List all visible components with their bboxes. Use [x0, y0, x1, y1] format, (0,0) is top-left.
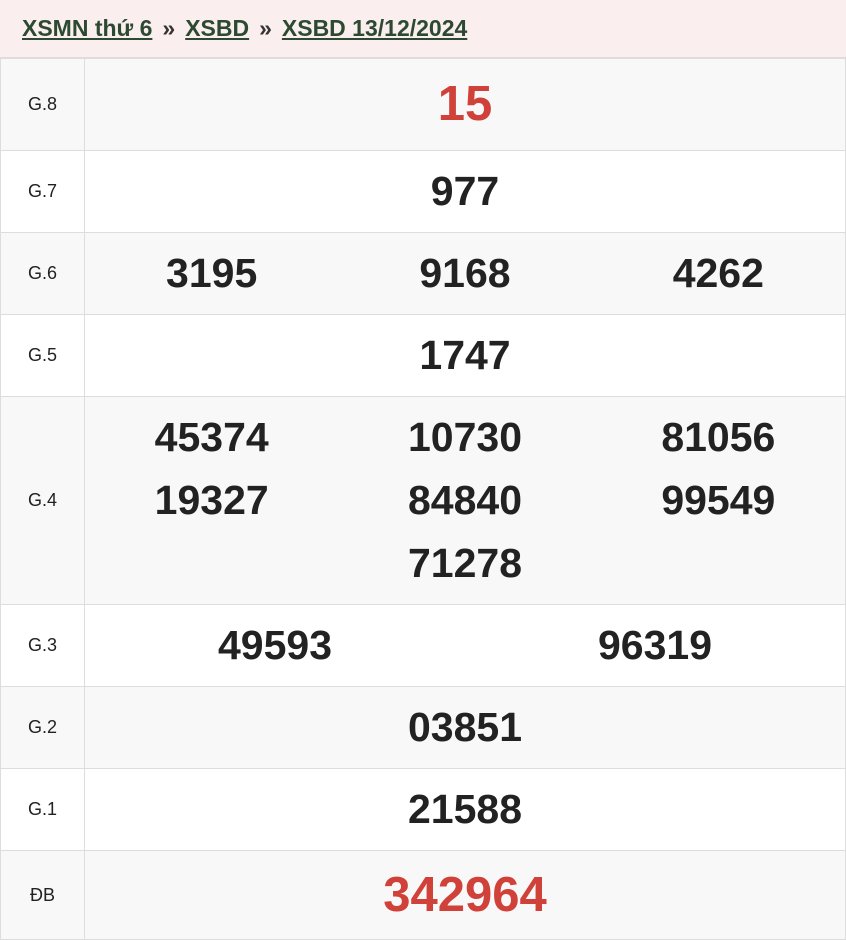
- breadcrumb-link-xsmn[interactable]: XSMN thứ 6: [22, 15, 153, 41]
- prize-number: 1747: [419, 332, 511, 378]
- breadcrumb: XSMN thứ 6 » XSBD » XSBD 13/12/2024: [0, 0, 846, 58]
- breadcrumb-link-xsbd[interactable]: XSBD: [185, 15, 250, 41]
- prize-row: G.8 15: [0, 58, 846, 151]
- prize-numbers: 977: [84, 150, 846, 233]
- prize-row: G.3 49593 96319: [0, 604, 846, 687]
- prize-row: G.2 03851: [0, 686, 846, 769]
- prize-number: 10730: [407, 414, 522, 460]
- prize-label: G.2: [0, 686, 85, 769]
- prize-row: G.6 3195 9168 4262: [0, 232, 846, 315]
- prize-numbers: 45374 10730 81056 19327 84840 99549 71278: [84, 396, 846, 605]
- prize-label: ĐB: [0, 850, 85, 940]
- prize-number: 81056: [661, 414, 776, 460]
- prize-numbers: 21588: [84, 768, 846, 851]
- prize-row: ĐB 342964: [0, 850, 846, 940]
- prize-numbers: 49593 96319: [84, 604, 846, 687]
- breadcrumb-link-date[interactable]: XSBD 13/12/2024: [281, 15, 468, 41]
- prize-numbers: 03851: [84, 686, 846, 769]
- prize-number: 3195: [166, 250, 258, 296]
- prize-row: G.7 977: [0, 150, 846, 233]
- prize-number: 19327: [154, 477, 269, 523]
- prize-label: G.3: [0, 604, 85, 687]
- prize-numbers: 3195 9168 4262: [84, 232, 846, 315]
- prize-number: 45374: [154, 414, 269, 460]
- prize-number: 342964: [383, 867, 547, 922]
- prize-number: 15: [437, 77, 493, 131]
- prize-label: G.6: [0, 232, 85, 315]
- prize-number: 03851: [407, 704, 522, 750]
- prize-number: 49593: [217, 622, 332, 668]
- prize-numbers: 1747: [84, 314, 846, 397]
- prize-label: G.1: [0, 768, 85, 851]
- prize-number: 84840: [407, 477, 522, 523]
- prize-number: 99549: [661, 477, 776, 523]
- prize-number: 9168: [419, 250, 511, 296]
- prize-row: G.4 45374 10730 81056 19327 84840 99549 71278: [0, 396, 846, 605]
- prize-label: G.4: [0, 396, 85, 605]
- results-table: G.8 15 G.7 977 G.6 3195 9168 4262 G.5 1747 G.4 4537…: [0, 58, 846, 940]
- prize-numbers: 15: [84, 58, 846, 151]
- prize-number: 71278: [407, 540, 522, 586]
- prize-label: G.7: [0, 150, 85, 233]
- prize-number: 96319: [597, 622, 712, 668]
- prize-label: G.8: [0, 58, 85, 151]
- prize-label: G.5: [0, 314, 85, 397]
- breadcrumb-separator: »: [259, 15, 272, 41]
- prize-numbers: 342964: [84, 850, 846, 940]
- prize-number: 4262: [672, 250, 764, 296]
- prize-number: 977: [430, 168, 500, 214]
- breadcrumb-separator: »: [162, 15, 176, 41]
- prize-number: 21588: [407, 786, 522, 832]
- prize-row: G.1 21588: [0, 768, 846, 851]
- prize-row: G.5 1747: [0, 314, 846, 397]
